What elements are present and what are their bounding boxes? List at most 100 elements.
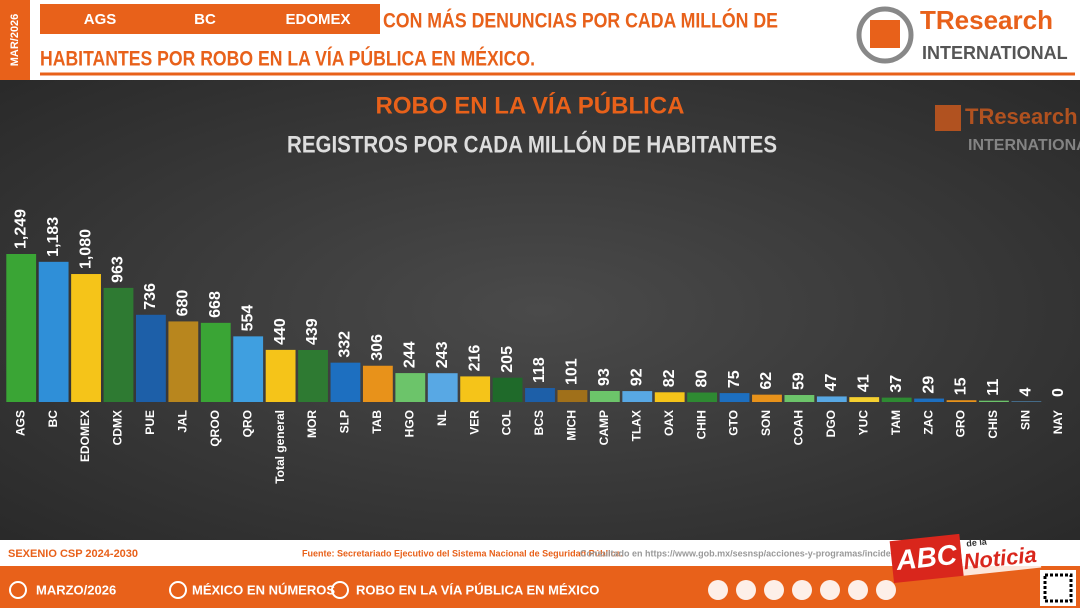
bar [557,390,588,402]
x-tick-label: TAM [889,410,903,435]
footer-item: MARZO/2026 [36,582,116,597]
footer-left: SEXENIO CSP 2024-2030 [8,548,138,560]
bar [784,395,815,402]
x-tick-label: AGS [13,410,27,436]
value-label: 82 [661,369,678,387]
bar [103,287,134,402]
value-label: 736 [142,283,159,310]
icon [169,581,187,599]
x-tick-label: NL [435,410,449,426]
x-tick-label: CAMP [597,410,611,445]
value-label: 75 [726,370,743,388]
header-title: CON MÁS DENUNCIAS POR CADA MILLÓN DE [383,9,778,33]
bar [71,274,101,402]
value-label: 332 [337,331,354,358]
bar [233,336,264,402]
x-tick-label: COL [500,410,514,435]
bar [589,390,620,402]
bar [168,321,199,402]
x-tick-label: MOR [305,410,319,438]
x-tick-label: SIN [1019,410,1033,430]
chart-panel [0,80,1080,540]
value-label: 668 [207,291,224,318]
header-title: HABITANTES POR ROBO EN LA VÍA PÚBLICA EN… [40,47,535,71]
value-label: 244 [402,341,419,368]
value-label: 440 [272,318,289,345]
value-label: 29 [920,376,937,394]
value-label: 1,249 [12,209,29,249]
side-label: MAR/2026 [9,14,21,67]
abc-box [889,533,964,584]
value-label: 59 [791,372,808,390]
x-tick-label: COAH [792,410,806,445]
watermark-logo [935,105,961,131]
bar [654,392,685,402]
x-tick-label: QRO [240,410,254,437]
bar [946,400,977,402]
value-label: 205 [499,346,516,373]
side-strip [0,0,30,80]
value-label: 1,080 [77,229,94,269]
icon [9,581,27,599]
bar [330,362,361,402]
value-label: 37 [888,375,905,393]
value-label: 963 [110,256,127,283]
x-tick-label: CHIH [694,410,708,439]
bar [298,349,328,402]
value-label: 92 [628,368,645,386]
bar [525,388,555,402]
bar [752,394,782,402]
bar [362,365,393,402]
value-label: 62 [758,372,775,390]
x-tick-label: PUE [143,410,157,435]
value-label: 0 [1050,388,1067,397]
value-label: 47 [823,374,840,392]
bar [849,397,880,402]
x-tick-label: DGO [824,410,838,437]
value-label: 554 [239,305,256,332]
logo-mark [870,20,900,48]
bar [719,393,750,402]
bar [881,397,912,402]
value-label: 93 [596,368,613,386]
bar [687,392,718,402]
footer-item: MÉXICO EN NÚMEROS [192,582,335,597]
x-tick-label: GRO [954,410,968,437]
bar [914,398,945,402]
x-tick-label: QROO [208,410,222,447]
bar [135,314,166,402]
chart-subtitle: REGISTROS POR CADA MILLÓN DE HABITANTES [287,130,777,158]
bar [200,322,231,402]
source: Fuente: Secretariado Ejecutivo del Siste… [302,548,623,558]
x-tick-label: TLAX [629,410,643,441]
x-tick-label: SON [759,410,773,436]
value-label: 15 [953,377,970,395]
x-tick-label: OAX [662,410,676,436]
bar [979,400,1009,402]
value-label: 80 [693,370,710,388]
abc-sub-box [960,541,1042,576]
x-tick-label: MICH [565,410,579,441]
value-label: 41 [855,374,872,392]
icon [331,581,349,599]
value-label: 243 [434,341,451,368]
abc-main: ABC [894,539,959,576]
logo-main: TResearch [965,104,1078,129]
value-label: 4 [1018,388,1035,397]
chart-title: ROBO EN LA VÍA PÚBLICA [376,91,685,119]
x-tick-label: BC [46,410,60,428]
social-icons [708,580,896,600]
bars: 1,249 AGS 1,183 BC 1,080 EDOMEX 963 CDMX 736 PUE 6… [6,209,1067,484]
value-label: 1,183 [45,217,62,257]
bar [395,373,426,402]
bar [265,349,296,402]
logo-sub: INTERNATIONAL [968,137,1080,154]
x-tick-label: HGO [402,410,416,437]
abc-watermark: ABC de la Noticia [889,533,1042,584]
highlight: BC [194,11,216,28]
qr-pattern [1043,573,1073,603]
bar [38,261,69,402]
x-tick-label: Total general [273,410,287,484]
bar [460,376,491,402]
highlight-box [40,4,380,34]
